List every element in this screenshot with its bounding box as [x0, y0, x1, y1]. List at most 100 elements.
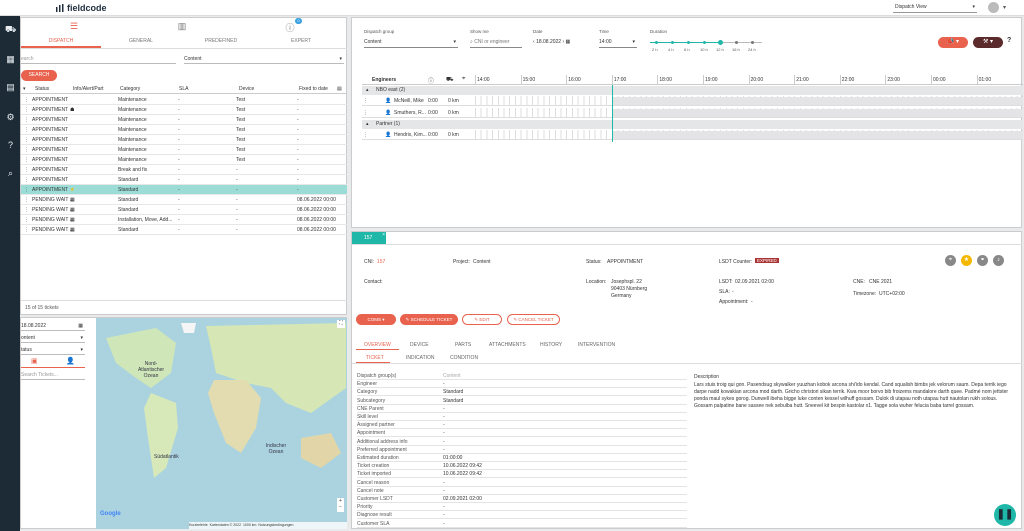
row-menu-icon[interactable]: ⋮: [24, 137, 29, 143]
tab-attachments[interactable]: ATTACHMENTS: [489, 342, 526, 348]
duration-option[interactable]: 24 h: [748, 47, 756, 52]
truck-icon[interactable]: ⛟: [5, 24, 17, 34]
dashboard-icon[interactable]: ▦: [6, 54, 15, 64]
ticket-search-input[interactable]: earch: [21, 54, 176, 64]
chevron-right-icon[interactable]: ›: [561, 39, 566, 45]
table-row[interactable]: PENDING WAIT ... Installation, Move, Add.…: [21, 215, 347, 225]
table-row[interactable]: APPOINTMENT Maintenance - Test - ⋮: [21, 125, 347, 135]
collapse-icon[interactable]: ▴: [366, 87, 369, 93]
collapse-icon[interactable]: ▴: [366, 121, 369, 127]
inbox-icon[interactable]: ▤: [6, 82, 15, 92]
info-icon[interactable]: ⓘ: [428, 79, 435, 85]
schedule-cells[interactable]: [475, 130, 1023, 140]
engineer-row[interactable]: ⋮ 👤 Smuthers, R... 0:00 0 km: [362, 108, 1023, 118]
columns-icon[interactable]: ▤: [337, 86, 342, 92]
table-row[interactable]: APPOINTMENT Maintenance - Test - ⋮: [21, 145, 347, 155]
cne-value[interactable]: CNE 2021: [869, 279, 893, 285]
col-device[interactable]: Device: [239, 86, 255, 92]
duration-option[interactable]: 4 h: [668, 47, 674, 52]
calendar-icon[interactable]: ▦: [78, 323, 83, 329]
map-content-select[interactable]: ontent ▾: [21, 333, 85, 343]
date-picker[interactable]: ‹ 18.08.2022 › ▦: [533, 38, 589, 48]
edit-button[interactable]: ✎ EDIT: [462, 314, 502, 325]
star-icon[interactable]: ★: [961, 255, 972, 266]
cni-value[interactable]: 157: [377, 259, 386, 265]
col-sla[interactable]: SLA: [179, 86, 189, 92]
attr-terms[interactable]: Nutzungsbedingungen: [258, 523, 294, 527]
detail-tab[interactable]: 157 ×: [352, 232, 386, 244]
settings-icon[interactable]: ⚙: [6, 112, 15, 122]
row-menu-icon[interactable]: ⋮: [363, 98, 368, 104]
announce-button[interactable]: 📣 ▾: [938, 37, 968, 48]
row-menu-icon[interactable]: ⋮: [24, 207, 29, 213]
table-row[interactable]: APPOINTMENT Maintenance - Test - ⋮ ☗: [21, 105, 347, 115]
world-map[interactable]: Nord-Atlantischer Ozean Südatlantik Indi…: [96, 318, 347, 529]
table-row[interactable]: APPOINTMENT Standard - - - ⋮ ★: [21, 185, 347, 195]
table-row[interactable]: APPOINTMENT Maintenance - Test - ⋮: [21, 155, 347, 165]
subtab-ticket[interactable]: TICKET: [366, 355, 384, 361]
zoom-icon[interactable]: ⌕: [7, 168, 14, 178]
map-pin-icon[interactable]: ⌖: [945, 255, 956, 266]
tab-parts[interactable]: PARTS: [455, 342, 472, 348]
location-icon[interactable]: ⌖: [462, 76, 466, 82]
engineer-group[interactable]: ▴ NBO east (2): [362, 86, 1023, 95]
cancel-ticket-button[interactable]: ✎ CANCEL TICKET: [507, 314, 560, 325]
map-date-input[interactable]: 18.08.2022 ▦: [21, 321, 85, 331]
map-status-select[interactable]: tatus ▾: [21, 345, 85, 355]
car-icon[interactable]: ⛟: [446, 77, 454, 83]
tools-button[interactable]: ⚒ ▾: [973, 37, 1003, 48]
close-icon[interactable]: ×: [382, 232, 385, 238]
row-menu-icon[interactable]: ⋮: [363, 132, 368, 138]
subtab-indication[interactable]: INDICATION: [406, 355, 435, 361]
table-row[interactable]: PENDING WAIT ... Standard - - 08.06.2022 00:…: [21, 225, 347, 235]
table-row[interactable]: APPOINTMENT Maintenance - Test - ⋮: [21, 115, 347, 125]
duration-option[interactable]: 6 h: [684, 47, 690, 52]
row-menu-icon[interactable]: ⋮: [24, 187, 29, 193]
duration-stop[interactable]: [751, 41, 754, 44]
tab-history[interactable]: HISTORY: [540, 342, 563, 348]
view-select[interactable]: Dispatch View ▾: [893, 3, 977, 13]
table-row[interactable]: PENDING WAIT ... Standard - - 08.06.2022 00:…: [21, 195, 347, 205]
tab-overview[interactable]: OVERVIEW: [364, 342, 391, 348]
row-menu-icon[interactable]: ⋮: [24, 227, 29, 233]
engineer-map-icon[interactable]: 👤: [66, 358, 75, 365]
content-select[interactable]: Content ▾: [184, 54, 344, 64]
tab-expert[interactable]: EXPERT: [291, 38, 311, 44]
engineer-row[interactable]: ⋮ 👤 Hendrix, Kim... 0:00 0 km: [362, 130, 1023, 140]
logo[interactable]: fieldcode: [56, 3, 107, 13]
duration-stop[interactable]: [735, 41, 738, 44]
row-menu-icon[interactable]: ⋮: [24, 127, 29, 133]
show-me-input[interactable]: ⌕ CNI or engineer: [470, 38, 522, 48]
list-icon[interactable]: ☰: [69, 21, 79, 31]
row-menu-icon[interactable]: ⋮: [24, 197, 29, 203]
zoom-control[interactable]: + −: [337, 498, 344, 512]
table-row[interactable]: PENDING WAIT ... Standard - - 08.06.2022 00:…: [21, 205, 347, 215]
row-menu-icon[interactable]: ⋮: [24, 217, 29, 223]
tab-dispatch[interactable]: DISPATCH: [48, 38, 74, 44]
tab-intervention[interactable]: INTERVENTION: [578, 342, 616, 348]
bell-icon[interactable]: ♪: [993, 255, 1004, 266]
attr-shortcuts[interactable]: Kurzbefehle: [189, 523, 208, 527]
dispatch-group-select[interactable]: Content ▾: [364, 38, 458, 48]
row-menu-icon[interactable]: ⋮: [24, 177, 29, 183]
schedule-cells[interactable]: [475, 108, 1023, 118]
table-row[interactable]: APPOINTMENT Standard - - - ⋮: [21, 175, 347, 185]
help-icon[interactable]: ?: [7, 140, 13, 150]
tab-predefined[interactable]: PREDEFINED: [204, 38, 238, 44]
schedule-ticket-button[interactable]: ✎ SCHEDULE TICKET: [400, 314, 458, 325]
info-icon[interactable]: ⓘ: [285, 23, 295, 33]
map-ticket-search[interactable]: Search Tickets...: [21, 370, 85, 380]
engineer-row[interactable]: ⋮ 👤 McNeill, Mike 0:00 0 km: [362, 96, 1023, 106]
subtab-condition[interactable]: CONDITION: [450, 355, 479, 361]
col-fixed-to-date[interactable]: Fixed to date: [299, 86, 328, 92]
sort-icon[interactable]: ▾: [23, 86, 26, 92]
chevron-left-icon[interactable]: ‹: [533, 39, 537, 45]
row-menu-icon[interactable]: ⋮: [24, 97, 29, 103]
ticket-map-icon[interactable]: ▣: [31, 358, 38, 365]
table-row[interactable]: APPOINTMENT Maintenance - Test - ⋮: [21, 135, 347, 145]
row-menu-icon[interactable]: ⋮: [363, 110, 368, 116]
col-info[interactable]: Info/Alert/Part: [73, 86, 104, 92]
user-menu-chevron-icon[interactable]: ▾: [1003, 5, 1007, 11]
calendar-icon[interactable]: ▦: [565, 39, 571, 45]
col-status[interactable]: Status: [35, 86, 50, 92]
